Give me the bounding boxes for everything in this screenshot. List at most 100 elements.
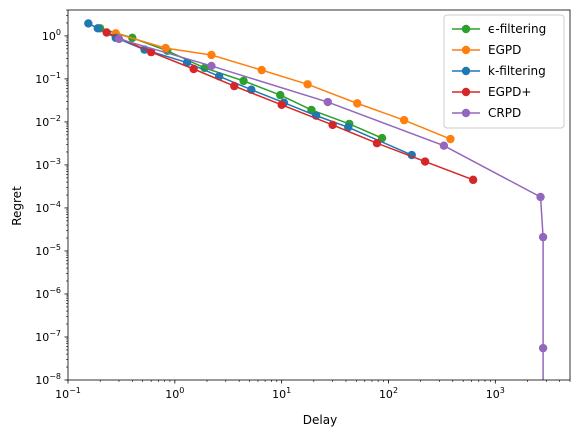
x-tick-exp: 2 [393,386,398,395]
data-point [446,134,455,144]
data-point [307,105,316,115]
x-tick-exp: 0 [179,386,184,395]
x-tick-base: 10 [55,388,69,401]
x-tick-base: 10 [379,388,393,401]
legend: ϵ-filtering EGPD k-filtering EGPD+ CRPD [443,14,565,129]
legend-item: ϵ-filtering [452,22,546,36]
y-tick-exp: −4 [49,200,61,209]
legend-marker [461,108,471,118]
x-tick-base: 10 [272,388,286,401]
y-tick-label: 10−7 [35,329,61,344]
series-3 [102,28,478,185]
data-point [239,76,248,86]
plot-area [84,19,548,427]
y-tick-exp: −2 [49,114,61,123]
x-tick-exp: −1 [69,386,81,395]
data-point [539,419,547,427]
legend-box [443,14,565,129]
data-point [146,47,156,57]
data-point [372,139,382,148]
data-point [538,232,548,242]
data-point [377,133,387,143]
x-tick-label: 10−1 [55,386,81,401]
data-point [207,61,216,71]
data-point [230,81,239,91]
data-point [276,90,285,100]
y-tick-label: 10−2 [35,114,61,129]
legend-item: CRPD [452,106,521,120]
y-tick-exp: 0 [56,28,61,37]
legend-marker [461,45,471,55]
legend-label: ϵ-filtering [488,22,546,36]
data-point [328,120,337,130]
legend-item: EGPD [452,43,521,57]
data-point [277,100,286,110]
series-line [118,38,544,380]
x-tick-label: 102 [379,386,398,401]
y-axis-label: Regret [10,186,24,226]
data-point [102,28,111,37]
series-1 [111,29,455,144]
y-tick-exp: −5 [49,243,61,252]
y-tick-base: 10 [35,331,49,344]
legend-label: CRPD [488,106,521,120]
legend-item: EGPD+ [452,85,531,99]
x-axis-label: Delay [303,413,337,427]
data-point [439,141,449,150]
x-tick-base: 10 [165,388,179,401]
legend-marker [461,24,471,34]
data-point [344,123,353,132]
y-tick-base: 10 [35,202,49,215]
y-tick-label: 10−3 [35,157,61,172]
y-tick-exp: −8 [49,372,61,381]
legend-label: EGPD+ [488,85,531,99]
y-tick-exp: −1 [49,71,61,80]
y-tick-exp: −6 [49,286,61,295]
y-tick-base: 10 [35,116,49,129]
x-axis: 10−1 100 101 102 103 [55,380,571,401]
y-tick-label: 10−8 [35,372,61,387]
y-tick-label: 10−5 [35,243,61,258]
y-tick-base: 10 [42,30,56,43]
y-tick-base: 10 [35,288,49,301]
data-point [114,34,124,44]
x-tick-label: 103 [486,386,505,401]
series-line [115,32,451,140]
data-point [538,343,548,353]
data-point [84,19,93,28]
plot-frame [67,9,571,381]
y-tick-label: 10−6 [35,286,61,301]
y-tick-label: 10−4 [35,200,61,215]
legend-label: EGPD [488,43,521,57]
data-point [468,175,478,185]
y-tick-base: 10 [35,159,49,172]
x-tick-base: 10 [486,388,500,401]
legend-label: k-filtering [488,64,546,78]
y-tick-label: 100 [42,28,61,43]
data-point [257,65,266,75]
y-tick-label: 10−1 [35,71,61,86]
y-tick-exp: −3 [49,157,61,166]
y-tick-exp: −7 [49,329,61,338]
legend-marker [461,87,471,97]
y-tick-base: 10 [35,245,49,258]
legend-marker [461,66,471,76]
legend-item: k-filtering [452,64,546,78]
data-point [536,192,545,202]
x-tick-label: 100 [165,386,184,401]
data-point [303,80,312,89]
series-4 [114,34,548,427]
data-point [93,24,102,33]
x-tick-exp: 1 [286,386,291,395]
x-tick-exp: 3 [500,386,505,395]
data-point [353,99,362,108]
data-point [207,50,216,60]
data-point [323,97,332,107]
data-point [189,64,198,74]
y-tick-base: 10 [35,73,49,86]
data-point [182,58,192,67]
data-point [161,43,170,53]
x-tick-label: 101 [272,386,291,401]
